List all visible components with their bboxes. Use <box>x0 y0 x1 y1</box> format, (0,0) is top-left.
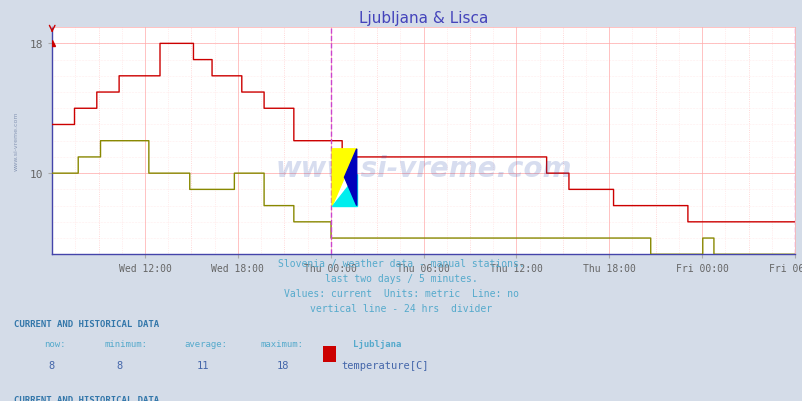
Polygon shape <box>344 150 356 206</box>
Text: average:: average: <box>184 340 228 348</box>
Text: 8: 8 <box>48 360 55 371</box>
Text: www.si-vreme.com: www.si-vreme.com <box>275 154 571 182</box>
Text: CURRENT AND HISTORICAL DATA: CURRENT AND HISTORICAL DATA <box>14 319 160 328</box>
Text: Ljubljana: Ljubljana <box>353 340 401 348</box>
Text: temperature[C]: temperature[C] <box>341 360 428 371</box>
Text: now:: now: <box>44 340 66 348</box>
Polygon shape <box>332 175 356 206</box>
Text: 18: 18 <box>277 360 290 371</box>
Text: Slovenia / weather data - manual stations.
last two days / 5 minutes.
Values: cu: Slovenia / weather data - manual station… <box>277 259 525 313</box>
Text: 11: 11 <box>196 360 209 371</box>
Polygon shape <box>332 150 356 206</box>
Text: 8: 8 <box>116 360 123 371</box>
Title: Ljubljana & Lisca: Ljubljana & Lisca <box>358 10 488 26</box>
Text: maximum:: maximum: <box>261 340 304 348</box>
Text: minimum:: minimum: <box>104 340 148 348</box>
Text: www.si-vreme.com: www.si-vreme.com <box>14 111 19 171</box>
Text: CURRENT AND HISTORICAL DATA: CURRENT AND HISTORICAL DATA <box>14 395 160 401</box>
